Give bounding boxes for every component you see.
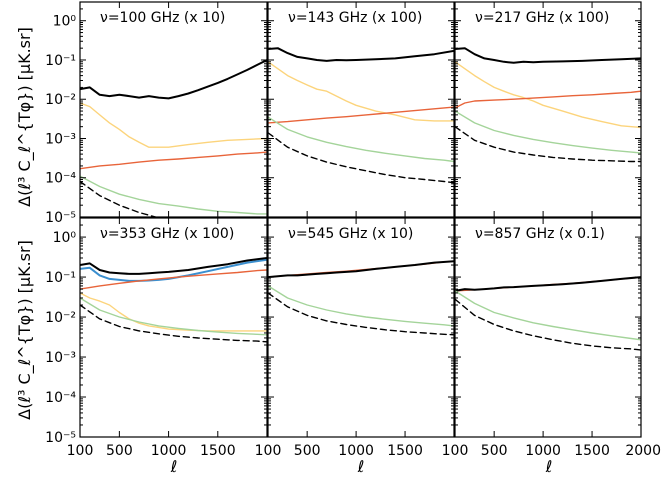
panel-frame [267,217,455,438]
x-axis-label-1: ℓ [170,457,178,476]
x-tick-label: 1000 [525,443,561,459]
x-tick-label: 100 [67,443,94,459]
x-tick-label: 1000 [151,443,187,459]
series-black [455,47,641,64]
x-tick-label: 500 [294,443,321,459]
panel-title: ν=353 GHz (x 100) [100,226,234,242]
panel-title: ν=545 GHz (x 10) [288,226,413,242]
x-tick-label: 1000 [338,443,374,459]
y-tick-label: 10⁻³ [45,131,76,147]
series-green [80,297,267,336]
series-group [80,257,267,343]
series-yellow [80,102,267,148]
panel-title: ν=143 GHz (x 100) [288,10,422,26]
series-orange [268,106,454,124]
y-tick-label: 10⁻² [45,310,76,326]
series-group [80,59,267,217]
x-axis-label-3: ℓ [545,457,553,476]
y-tick-label: 10⁻⁵ [45,210,76,226]
series-black [268,260,454,279]
x-tick-label: 1500 [387,443,423,459]
panel-title: ν=857 GHz (x 0.1) [475,226,605,242]
panel-1: 10⁻⁵ 10⁻⁴ 10⁻³ 10⁻² 10⁻¹ 10⁰ ν=100 GHz (x 10) [45,1,268,226]
series-yellow [80,292,267,332]
series-yellow [268,61,454,122]
y-axis-label-top: Δ(ℓ³ C_ℓ^{Tφ}) [μK.sr] [15,27,35,207]
panel-title: ν=100 GHz (x 10) [100,10,225,26]
y-tick-label: 10⁻⁴ [45,171,76,187]
series-black [80,59,267,100]
series-orange [80,151,267,170]
y-tick-label: 10⁻¹ [45,270,76,286]
series-black [80,257,267,275]
series-orange [80,269,267,290]
series-dashed [268,132,454,184]
series-black [268,47,454,62]
series-dashed [455,125,641,163]
panel-frame [267,1,455,218]
x-tick-label: 500 [481,443,508,459]
series-orange [455,90,641,109]
y-tick-label: 10⁻³ [45,350,76,366]
series-dashed [80,304,267,343]
series-dashed [455,298,641,351]
panel-title: ν=217 GHz (x 100) [475,10,609,26]
y-tick-label: 10⁰ [53,14,77,30]
series-group [268,47,454,184]
x-tick-label: 1500 [574,443,610,459]
series-green [455,110,641,154]
panels: 10⁻⁵ 10⁻⁴ 10⁻³ 10⁻² 10⁻¹ 10⁰ ν=100 GHz (x 10) ν… [45,1,661,459]
y-axis-label-bottom: Δ(ℓ³ C_ℓ^{Tφ}) [μK.sr] [15,240,35,420]
series-dashed [268,292,454,336]
series-yellow [455,61,641,129]
y-tick-label: 10⁻¹ [45,53,76,69]
series-green [268,285,454,327]
y-tick-label: 10⁻² [45,92,76,108]
y-tick-label: 10⁰ [53,230,77,246]
panel-frame [454,217,642,438]
series-green [455,290,641,341]
x-tick-label: 1500 [200,443,236,459]
series-green [268,116,454,163]
y-tick-label: 10⁻⁴ [45,390,76,406]
x-tick-label: 100 [255,443,282,459]
x-tick-label: 2000 [625,443,661,459]
y-tick-label: 10⁻⁵ [45,430,76,446]
panel-3: ν=217 GHz (x 100) [454,1,642,218]
x-tick-label: 100 [442,443,469,459]
panel-2: ν=143 GHz (x 100) [267,1,455,218]
panel-6: 100 500 1000 1500 2000 ν=857 GHz (x 0.1) [442,217,661,459]
panel-5: 100 500 1000 1500 ν=545 GHz (x 10) [255,217,455,459]
panel-4: 10⁻⁵ 10⁻⁴ 10⁻³ 10⁻² 10⁻¹ 10⁰ 100 500 1000 1500 ν=3… [45,217,268,459]
series-group [455,47,641,163]
series-group [268,260,454,336]
x-axis-label-2: ℓ [357,457,365,476]
series-group [455,276,641,351]
series-green [80,175,267,215]
panel-frame [79,217,268,438]
series-black [455,276,641,292]
x-tick-label: 500 [106,443,133,459]
panel-frame [454,1,642,218]
panel-frame [79,1,268,218]
